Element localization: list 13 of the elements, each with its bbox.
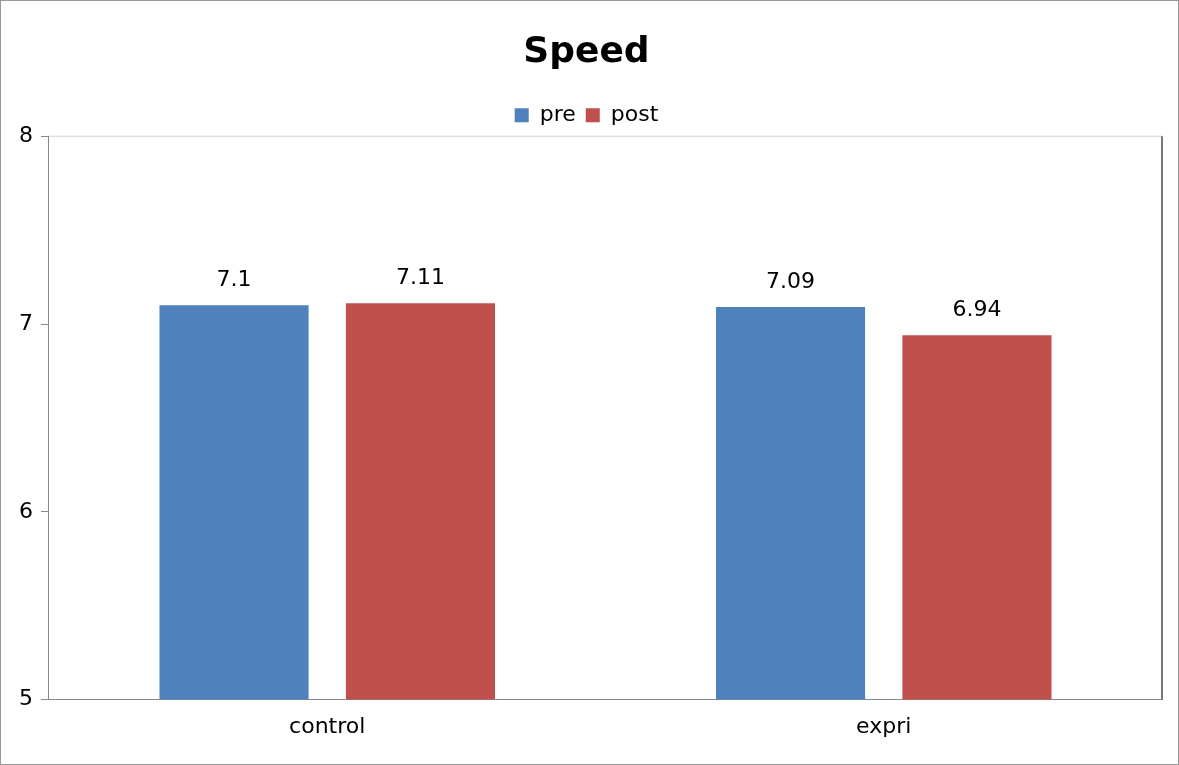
chart-title: Speed — [523, 28, 650, 70]
y-tick-label: 8 — [19, 121, 33, 147]
data-label: 7.1 — [216, 265, 252, 291]
legend-label: pre — [539, 100, 576, 126]
y-tick-label: 6 — [19, 497, 33, 523]
data-label: 6.94 — [952, 295, 1002, 321]
data-label: 7.11 — [395, 264, 445, 290]
y-tick-label: 7 — [19, 309, 33, 335]
x-tick-label: control — [289, 712, 366, 738]
legend-label: post — [610, 100, 659, 126]
x-tick-label: expri — [856, 712, 912, 738]
y-tick-label: 5 — [19, 685, 33, 711]
data-label: 7.09 — [766, 267, 816, 293]
